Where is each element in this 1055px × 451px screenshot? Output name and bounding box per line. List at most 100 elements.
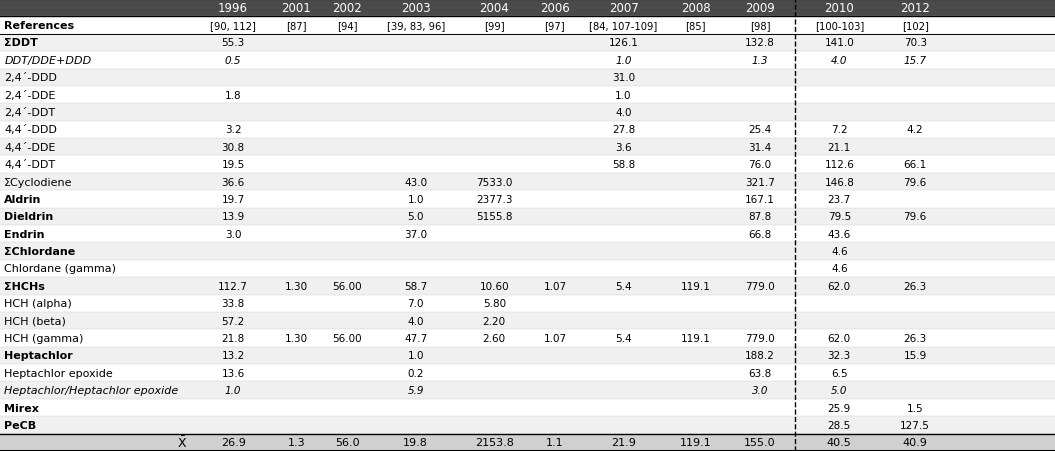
Text: 31.4: 31.4: [748, 143, 772, 152]
Text: 6.5: 6.5: [831, 368, 847, 378]
Bar: [0, 243, 1055, 260]
Text: 27.8: 27.8: [612, 125, 635, 135]
Text: [84, 107-109]: [84, 107-109]: [590, 21, 657, 31]
Text: Heptachlor epoxide: Heptachlor epoxide: [4, 368, 113, 378]
Text: References: References: [4, 21, 74, 31]
Text: 31.0: 31.0: [612, 73, 635, 83]
Text: 3.0: 3.0: [225, 229, 242, 239]
Text: 5.9: 5.9: [407, 385, 424, 395]
Text: 15.9: 15.9: [903, 350, 927, 361]
Text: 5155.8: 5155.8: [476, 212, 513, 222]
Text: 1.0: 1.0: [615, 56, 632, 66]
Text: 2012: 2012: [900, 2, 931, 15]
Text: [87]: [87]: [286, 21, 307, 31]
Text: 28.5: 28.5: [827, 420, 851, 430]
Text: 40.9: 40.9: [903, 437, 927, 447]
Text: 2,4´-DDE: 2,4´-DDE: [4, 90, 56, 101]
Text: 13.6: 13.6: [222, 368, 245, 378]
Bar: [0, 312, 1055, 330]
Text: 3.6: 3.6: [615, 143, 632, 152]
Text: 58.7: 58.7: [404, 281, 427, 291]
Text: 1.8: 1.8: [225, 90, 242, 101]
Text: [100-103]: [100-103]: [814, 21, 864, 31]
Text: 321.7: 321.7: [745, 177, 775, 187]
Text: 2.20: 2.20: [483, 316, 505, 326]
Text: 1.30: 1.30: [285, 281, 308, 291]
Text: 55.3: 55.3: [222, 38, 245, 48]
Bar: [0, 0, 1055, 17]
Text: $\bar{\mathrm{X}}$: $\bar{\mathrm{X}}$: [176, 435, 187, 450]
Text: 36.6: 36.6: [222, 177, 245, 187]
Bar: [0, 156, 1055, 174]
Text: 21.8: 21.8: [222, 333, 245, 343]
Text: 4,4´-DDT: 4,4´-DDT: [4, 160, 55, 170]
Bar: [0, 174, 1055, 191]
Text: 119.1: 119.1: [680, 281, 711, 291]
Text: 2,4´-DDT: 2,4´-DDT: [4, 108, 55, 118]
Text: 1.30: 1.30: [285, 333, 308, 343]
Text: 2153.8: 2153.8: [475, 437, 514, 447]
Text: 141.0: 141.0: [824, 38, 855, 48]
Text: 2008: 2008: [680, 2, 711, 15]
Text: 112.7: 112.7: [218, 281, 248, 291]
Text: Heptachlor: Heptachlor: [4, 350, 73, 361]
Text: 188.2: 188.2: [745, 350, 775, 361]
Text: 126.1: 126.1: [609, 38, 638, 48]
Text: 56.00: 56.00: [332, 333, 362, 343]
Text: 4.2: 4.2: [907, 125, 923, 135]
Text: [98]: [98]: [750, 21, 770, 31]
Text: Chlordane (gamma): Chlordane (gamma): [4, 264, 116, 274]
Text: 2010: 2010: [824, 2, 855, 15]
Text: 1.07: 1.07: [543, 281, 567, 291]
Bar: [0, 382, 1055, 399]
Text: 119.1: 119.1: [680, 333, 711, 343]
Text: 0.5: 0.5: [225, 56, 242, 66]
Text: 127.5: 127.5: [900, 420, 931, 430]
Bar: [0, 87, 1055, 104]
Text: 62.0: 62.0: [828, 333, 850, 343]
Text: 2004: 2004: [479, 2, 510, 15]
Text: HCH (gamma): HCH (gamma): [4, 333, 83, 343]
Text: 0.2: 0.2: [407, 368, 424, 378]
Text: [85]: [85]: [686, 21, 706, 31]
Text: 146.8: 146.8: [824, 177, 855, 187]
Text: Heptachlor/Heptachlor epoxide: Heptachlor/Heptachlor epoxide: [4, 385, 178, 395]
Text: 56.0: 56.0: [334, 437, 360, 447]
Text: 5.80: 5.80: [483, 299, 505, 308]
Text: 47.7: 47.7: [404, 333, 427, 343]
Text: 5.4: 5.4: [615, 333, 632, 343]
Text: 1.5: 1.5: [907, 403, 923, 413]
Text: 26.9: 26.9: [220, 437, 246, 447]
Text: 87.8: 87.8: [748, 212, 772, 222]
Bar: [0, 121, 1055, 139]
Text: 2009: 2009: [745, 2, 775, 15]
Text: ΣChlordane: ΣChlordane: [4, 247, 76, 257]
Text: 10.60: 10.60: [479, 281, 510, 291]
Text: [94]: [94]: [337, 21, 358, 31]
Bar: [0, 416, 1055, 434]
Text: 4,4´-DDD: 4,4´-DDD: [4, 125, 57, 135]
Text: 1.0: 1.0: [407, 194, 424, 204]
Text: Aldrin: Aldrin: [4, 194, 41, 204]
Text: 1.1: 1.1: [546, 437, 563, 447]
Bar: [0, 208, 1055, 226]
Text: 167.1: 167.1: [745, 194, 775, 204]
Text: 1.0: 1.0: [615, 90, 632, 101]
Text: 79.6: 79.6: [903, 212, 927, 222]
Text: 79.5: 79.5: [827, 212, 851, 222]
Text: 66.1: 66.1: [903, 160, 927, 170]
Text: 37.0: 37.0: [404, 229, 427, 239]
Text: 70.3: 70.3: [904, 38, 926, 48]
Text: 4.0: 4.0: [831, 56, 847, 66]
Text: HCH (alpha): HCH (alpha): [4, 299, 72, 308]
Text: 5.0: 5.0: [831, 385, 847, 395]
Text: 1.07: 1.07: [543, 333, 567, 343]
Text: 112.6: 112.6: [824, 160, 855, 170]
Text: Dieldrin: Dieldrin: [4, 212, 54, 222]
Text: 5.4: 5.4: [615, 281, 632, 291]
Text: 25.9: 25.9: [827, 403, 851, 413]
Text: 3.0: 3.0: [752, 385, 768, 395]
Text: 132.8: 132.8: [745, 38, 775, 48]
Text: 7.2: 7.2: [831, 125, 847, 135]
Text: 155.0: 155.0: [745, 437, 775, 447]
